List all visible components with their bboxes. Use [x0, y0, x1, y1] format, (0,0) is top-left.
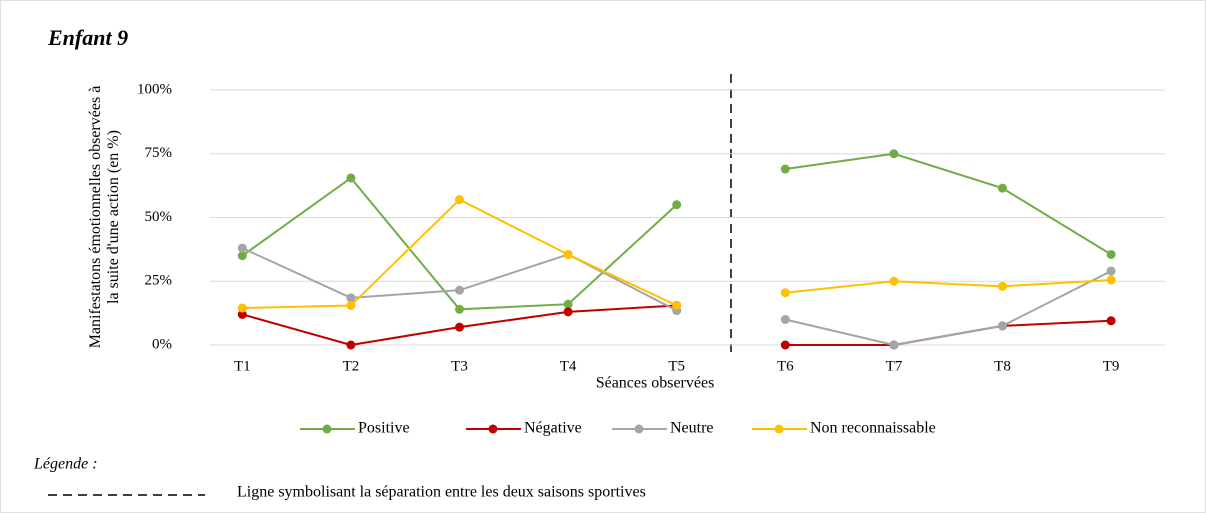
- x-tick-label: T5: [668, 358, 685, 374]
- point: [1106, 275, 1116, 285]
- note-heading: Légende :: [33, 456, 98, 473]
- point: [672, 300, 682, 310]
- series-line: [241, 247, 678, 312]
- y-tick-label: 0%: [152, 336, 172, 352]
- x-tick-label: T9: [1103, 358, 1120, 374]
- y-tick-label: 25%: [145, 273, 173, 289]
- legend-label: Négative: [524, 420, 582, 437]
- y-tick-label: 50%: [145, 209, 173, 225]
- point: [1106, 249, 1116, 259]
- x-tick-label: T3: [451, 358, 468, 374]
- y-tick-label: 100%: [137, 81, 172, 97]
- point: [563, 307, 573, 317]
- x-tick-label: T4: [560, 358, 577, 374]
- legend-label: Non reconnaissable: [810, 420, 936, 437]
- point: [563, 249, 573, 259]
- point: [998, 321, 1007, 331]
- legend-marker: [322, 424, 332, 434]
- y-axis-label: Manifestatons émotionnelles observées à …: [87, 85, 122, 349]
- point: [672, 200, 682, 210]
- point: [889, 276, 899, 286]
- point: [346, 300, 356, 310]
- x-axis-label: Séances observées: [596, 375, 715, 392]
- point: [346, 293, 356, 303]
- legend-marker: [774, 424, 784, 434]
- point: [780, 315, 790, 324]
- point: [237, 309, 247, 319]
- series-line: [785, 319, 1112, 346]
- point: [237, 251, 247, 261]
- x-tick-label: T6: [777, 358, 794, 374]
- point: [780, 164, 790, 174]
- note-text: Ligne symbolisant la séparation entre le…: [237, 484, 646, 501]
- point: [346, 340, 356, 350]
- point: [563, 299, 573, 309]
- x-tick-label: T7: [886, 358, 903, 374]
- point: [998, 183, 1007, 193]
- legend-marker: [634, 424, 644, 434]
- x-tick-label: T1: [234, 358, 251, 374]
- point: [346, 173, 356, 183]
- point: [455, 322, 464, 332]
- chart-title: Enfant 9: [47, 25, 128, 50]
- point: [780, 288, 790, 298]
- point: [889, 340, 899, 350]
- point: [237, 303, 247, 313]
- x-tick-label: T2: [343, 358, 360, 374]
- series-line: [785, 278, 1112, 294]
- point: [780, 340, 790, 350]
- point: [1106, 316, 1116, 326]
- legend-label: Positive: [358, 420, 410, 437]
- legend-label: Neutre: [670, 420, 714, 437]
- legend-marker: [488, 424, 498, 434]
- point: [455, 304, 464, 314]
- point: [1106, 266, 1116, 276]
- y-tick-label: 75%: [145, 145, 173, 161]
- series-line: [785, 152, 1112, 256]
- point: [889, 149, 899, 159]
- point: [237, 243, 247, 253]
- series-line: [785, 270, 1112, 347]
- point: [455, 195, 464, 205]
- point: [455, 285, 464, 295]
- x-tick-label: T8: [994, 358, 1011, 374]
- point: [998, 281, 1007, 291]
